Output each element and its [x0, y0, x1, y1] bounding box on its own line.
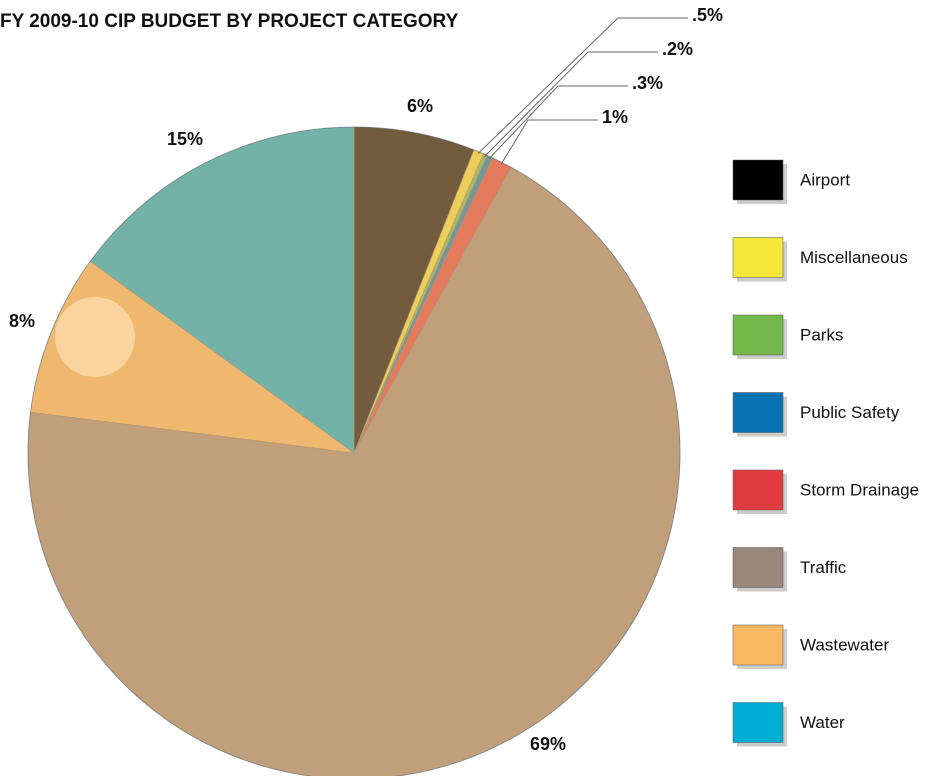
- chart-title: FY 2009-10 CIP BUDGET BY PROJECT CATEGOR…: [0, 11, 459, 32]
- value-label: 1%: [602, 107, 628, 127]
- chart: FY 2009-10 CIP BUDGET BY PROJECT CATEGOR…: [0, 0, 925, 776]
- leader-line: [485, 52, 658, 156]
- value-label: .2%: [662, 39, 693, 59]
- legend-label: Traffic: [800, 558, 847, 577]
- legend-swatch: [733, 703, 783, 743]
- legend-swatch: [733, 393, 783, 433]
- legend-swatch: [733, 470, 783, 510]
- legend-label: Water: [800, 713, 845, 732]
- value-label: 69%: [530, 734, 566, 754]
- legend-label: Public Safety: [800, 403, 900, 422]
- legend-swatch: [733, 238, 783, 278]
- legend-label: Miscellaneous: [800, 248, 908, 267]
- legend-label: Wastewater: [800, 635, 889, 654]
- legend-label: Airport: [800, 170, 850, 189]
- value-label: .3%: [632, 73, 663, 93]
- legend-swatch: [733, 315, 783, 355]
- legend-swatch: [733, 160, 783, 200]
- value-label: 8%: [9, 311, 35, 331]
- sun-glow: [55, 297, 135, 377]
- leader-line: [501, 120, 598, 164]
- legend-label: Parks: [800, 325, 843, 344]
- photo-overlay: [28, 127, 680, 776]
- value-label: 15%: [167, 129, 203, 149]
- legend-swatch: [733, 625, 783, 665]
- legend-swatch: [733, 548, 783, 588]
- legend-label: Storm Drainage: [800, 480, 919, 499]
- value-label: .5%: [692, 5, 723, 25]
- value-label: 6%: [407, 96, 433, 116]
